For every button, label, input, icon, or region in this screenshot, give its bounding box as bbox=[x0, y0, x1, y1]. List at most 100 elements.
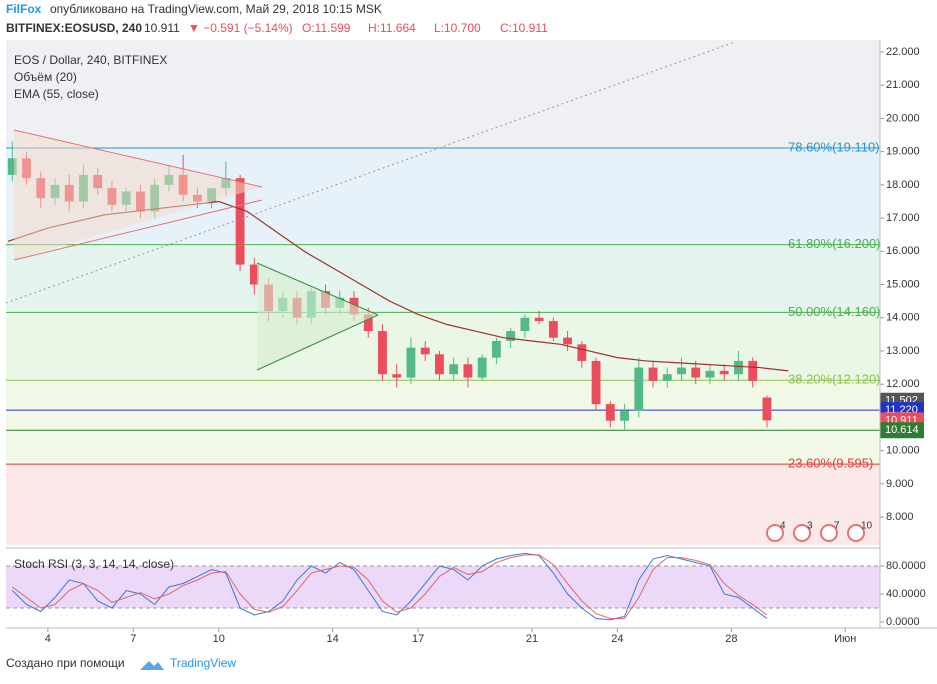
logo bbox=[140, 661, 164, 670]
candle-body bbox=[648, 367, 658, 381]
x-tick-label: 28 bbox=[725, 633, 737, 645]
event-flag bbox=[793, 524, 811, 542]
trend-line bbox=[6, 41, 736, 304]
header: FilFox опубликовано на TradingView.com, … bbox=[6, 2, 548, 35]
x-tick-label: 24 bbox=[611, 633, 623, 645]
candle-body bbox=[577, 344, 587, 361]
candle-body bbox=[420, 347, 430, 355]
fib-label: 38.20%(12.120) bbox=[788, 372, 881, 387]
y-tick-label: 21.000 bbox=[886, 79, 920, 91]
triangle bbox=[257, 263, 378, 370]
y-tick-label: 15.000 bbox=[886, 278, 920, 290]
candle-body bbox=[449, 364, 459, 375]
x-tick-label: 17 bbox=[412, 633, 424, 645]
x-tick-label: 10 bbox=[213, 633, 225, 645]
fib-band bbox=[6, 244, 880, 313]
ohlc: O:11.599 bbox=[302, 21, 351, 35]
price-tag bbox=[880, 422, 924, 439]
last-price: 10.911 bbox=[144, 21, 180, 35]
triangle-edge bbox=[13, 199, 263, 261]
ohlc: C:10.911 bbox=[500, 21, 548, 35]
candle-body bbox=[748, 360, 758, 381]
candle-body bbox=[520, 317, 530, 332]
candle-body bbox=[634, 367, 644, 411]
candle-body bbox=[548, 321, 558, 338]
published: опубликовано на TradingView.com, Май 29,… bbox=[50, 2, 382, 16]
fib-band bbox=[6, 464, 880, 545]
drawings bbox=[6, 41, 736, 371]
event-flag bbox=[847, 524, 865, 542]
change: ▼ −0.591 (−5.14%) bbox=[188, 21, 293, 35]
price-tag-label: 10.614 bbox=[885, 424, 919, 436]
y-tick-label: 40.0000 bbox=[886, 588, 926, 600]
y-tick-label: 80.0000 bbox=[886, 560, 926, 572]
candle-body bbox=[363, 314, 373, 332]
symbol: BITFINEX:EOSUSD, 240 bbox=[6, 21, 142, 35]
event-count: 3 bbox=[807, 521, 813, 532]
stoch-title: Stoch RSI (3, 3, 14, 14, close) bbox=[14, 557, 174, 571]
author: FilFox bbox=[6, 2, 42, 16]
stoch-line bbox=[11, 554, 768, 619]
candle-body bbox=[605, 404, 615, 421]
triangle-edge bbox=[256, 314, 379, 371]
candle-body bbox=[249, 264, 259, 285]
candle-body bbox=[620, 410, 629, 421]
x-tick-label: 14 bbox=[327, 633, 339, 645]
event-flag bbox=[820, 524, 838, 542]
y-tick-label: 8.000 bbox=[886, 511, 914, 523]
event-count: 10 bbox=[861, 521, 873, 532]
fib-label: 23.60%(9.595) bbox=[788, 456, 873, 471]
candle-body bbox=[534, 317, 544, 322]
candle-body bbox=[762, 397, 772, 421]
candle-body bbox=[477, 357, 487, 378]
y-tick-label: 22.000 bbox=[886, 46, 920, 58]
triangle bbox=[14, 130, 262, 260]
x-tick-label: Июн bbox=[834, 633, 856, 645]
y-tick-label: 12.000 bbox=[886, 378, 920, 390]
candle-body bbox=[506, 331, 516, 342]
ohlc: H:11.664 bbox=[368, 21, 416, 35]
candle-body bbox=[392, 374, 402, 378]
x-tick-label: 21 bbox=[526, 633, 538, 645]
main-title: EOS / Dollar, 240, BITFINEX bbox=[14, 53, 167, 67]
candle-body bbox=[734, 360, 743, 375]
event-count: 4 bbox=[780, 521, 786, 532]
fib-label: 50.00%(14.160) bbox=[788, 304, 881, 319]
fib-label: 61.80%(16.200) bbox=[788, 236, 881, 251]
y-tick-label: 14.000 bbox=[886, 312, 920, 324]
y-tick-label: 10.000 bbox=[886, 445, 920, 457]
ohlc: L:10.700 bbox=[434, 21, 481, 35]
event-count: 7 bbox=[834, 521, 840, 532]
indicator-label: Объём (20) bbox=[14, 70, 77, 84]
y-tick-label: 18.000 bbox=[886, 179, 920, 191]
y-tick-label: 20.000 bbox=[886, 112, 920, 124]
event-flag bbox=[766, 524, 784, 542]
y-tick-label: 16.000 bbox=[886, 245, 920, 257]
fib-band bbox=[6, 380, 880, 465]
footer-brand[interactable]: TradingView bbox=[170, 656, 236, 670]
candle-body bbox=[691, 367, 701, 378]
indicator-label: EMA (55, close) bbox=[14, 87, 99, 101]
candle-body bbox=[662, 374, 672, 381]
candle-body bbox=[563, 337, 573, 345]
triangle-edge bbox=[256, 262, 379, 316]
y-tick-label: 19.000 bbox=[886, 146, 920, 158]
y-tick-label: 13.000 bbox=[886, 345, 920, 357]
candle-body bbox=[406, 347, 416, 378]
candle-body bbox=[677, 367, 686, 375]
candle-body bbox=[591, 360, 601, 405]
candle-body bbox=[7, 158, 17, 175]
candle-body bbox=[435, 354, 444, 375]
candle-body bbox=[705, 370, 715, 378]
candle-body bbox=[378, 331, 387, 375]
y-tick-label: 17.000 bbox=[886, 212, 920, 224]
y-tick-label: 0.0000 bbox=[886, 616, 920, 628]
x-tick-label: 4 bbox=[45, 633, 51, 645]
candle-body bbox=[463, 364, 473, 378]
band bbox=[6, 40, 880, 148]
stoch-band bbox=[6, 566, 880, 608]
footer-text: Создано при помощи bbox=[6, 656, 125, 670]
candle-body bbox=[719, 370, 729, 375]
triangle-edge bbox=[13, 129, 263, 188]
